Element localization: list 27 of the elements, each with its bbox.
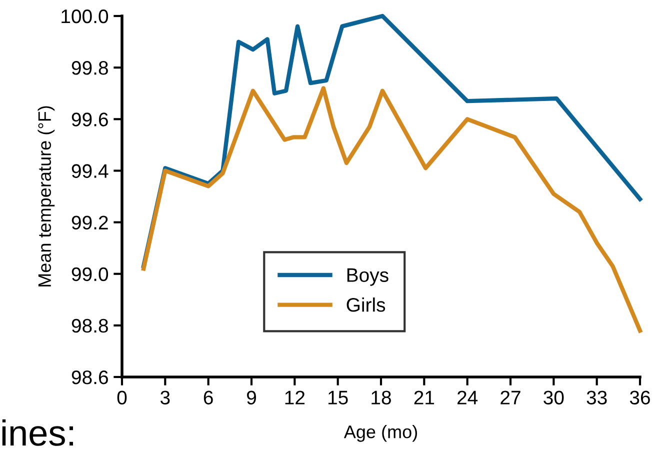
x-tick-label: 33 (586, 390, 607, 404)
x-tick-label: 0 (117, 390, 127, 404)
x-tick-label: 12 (285, 390, 305, 404)
y-tick-label: 99.0 (72, 267, 108, 282)
x-tick-label: 15 (328, 390, 348, 404)
y-tick-label: 98.6 (72, 370, 108, 384)
x-tick-label: 9 (247, 390, 256, 404)
y-axis-title: Mean temperature (°F) (38, 106, 55, 286)
y-tick-label: 99.8 (72, 61, 108, 75)
x-tick-label: 21 (414, 390, 434, 404)
legend-label: Boys (347, 268, 388, 286)
x-tick-label: 27 (500, 390, 520, 404)
text: ines: (2, 419, 73, 446)
x-tick-label: 36 (630, 390, 650, 404)
x-tick-label: 24 (458, 390, 478, 404)
legend-label: Girls (346, 297, 386, 312)
x-axis-title: Age (mo) (344, 424, 418, 442)
x-tick-label: 18 (372, 390, 391, 404)
y-tick-label: 99.6 (72, 112, 108, 126)
y-tick-label: 98.8 (72, 318, 108, 333)
x-tick-label: 30 (544, 390, 564, 404)
y-tick-label: 100.0 (62, 9, 108, 24)
y-tick-label: 99.2 (72, 216, 108, 230)
x-tick-label: 6 (204, 390, 213, 404)
x-tick-label: 3 (160, 390, 170, 404)
line-series (142, 86, 642, 333)
y-tick-label: 99.4 (72, 164, 108, 178)
